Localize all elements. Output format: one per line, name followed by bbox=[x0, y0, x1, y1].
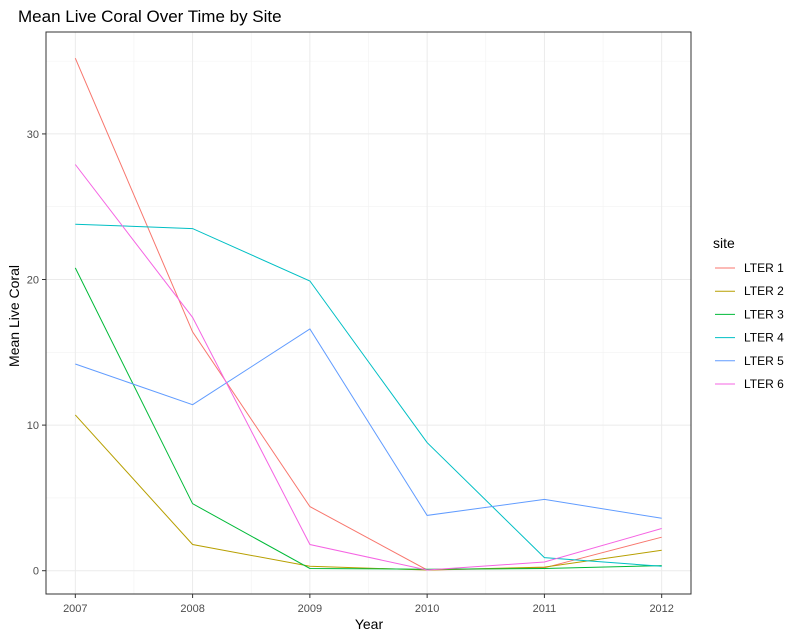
y-tick-label: 30 bbox=[27, 129, 39, 141]
legend-label: LTER 3 bbox=[744, 307, 784, 321]
x-tick-label: 2010 bbox=[415, 603, 439, 615]
axes: 2007 2008 2009 2010 2011 2012 0 10 20 30 bbox=[27, 129, 674, 615]
series-line-lter-6 bbox=[74, 164, 662, 571]
legend-label: LTER 1 bbox=[744, 261, 784, 275]
legend-label: LTER 4 bbox=[744, 331, 784, 345]
x-tick-label: 2011 bbox=[533, 603, 557, 615]
series-line-lter-1 bbox=[74, 58, 662, 571]
legend-label: LTER 5 bbox=[744, 354, 784, 368]
legend: site LTER 1 LTER 2 LTER 3 LTER 4 LTER 5 LTER … bbox=[713, 235, 784, 391]
legend-title: site bbox=[713, 235, 735, 251]
legend-item: LTER 6 bbox=[715, 377, 784, 391]
y-tick-label: 10 bbox=[27, 420, 39, 432]
x-tick-label: 2008 bbox=[180, 603, 204, 615]
panel-border bbox=[45, 31, 692, 595]
x-axis-title: Year bbox=[355, 616, 384, 632]
x-tick-label: 2009 bbox=[298, 603, 322, 615]
y-axis-title: Mean Live Coral bbox=[6, 265, 22, 367]
legend-item: LTER 2 bbox=[715, 284, 784, 298]
series-line-lter-5 bbox=[75, 328, 662, 519]
series-line-lter-4 bbox=[75, 223, 662, 567]
x-tick-label: 2012 bbox=[649, 603, 673, 615]
chart-title: Mean Live Coral Over Time by Site bbox=[18, 7, 282, 26]
series-line-lter-3 bbox=[74, 267, 662, 570]
x-tick-label: 2007 bbox=[63, 603, 87, 615]
grid bbox=[46, 32, 691, 594]
legend-item: LTER 3 bbox=[715, 307, 784, 321]
y-tick-label: 20 bbox=[27, 275, 39, 287]
legend-item: LTER 1 bbox=[715, 261, 784, 275]
series-line-lter-2 bbox=[74, 414, 662, 571]
legend-label: LTER 6 bbox=[744, 377, 784, 391]
legend-item: LTER 5 bbox=[715, 354, 784, 368]
legend-label: LTER 2 bbox=[744, 284, 784, 298]
legend-item: LTER 4 bbox=[715, 331, 784, 345]
series-lines bbox=[74, 58, 662, 571]
y-tick-label: 0 bbox=[33, 566, 39, 578]
